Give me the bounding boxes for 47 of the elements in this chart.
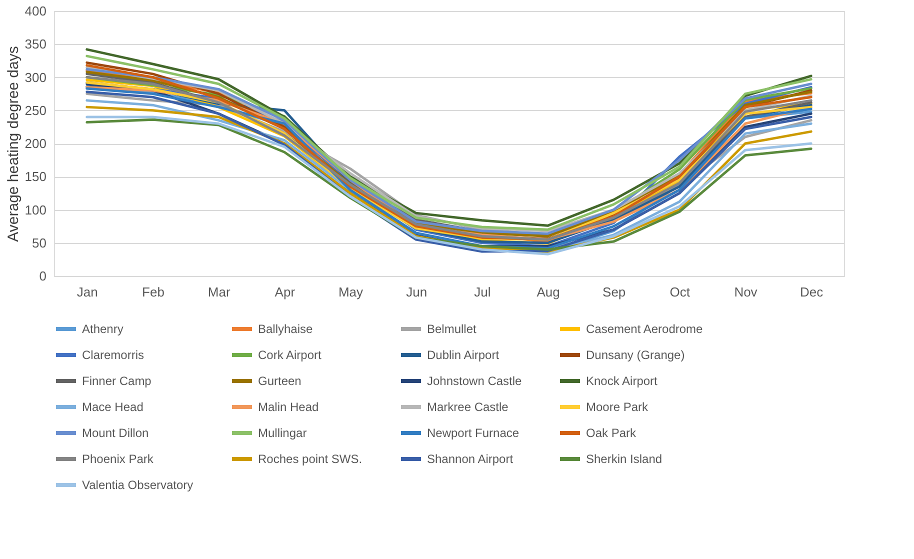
legend-label: Malin Head	[258, 400, 319, 414]
x-tick-label: Apr	[274, 284, 296, 300]
legend-label: Phoenix Park	[82, 452, 154, 466]
y-tick-label: 350	[24, 36, 46, 52]
x-tick-label: Jun	[406, 284, 428, 300]
x-tick-label: May	[338, 284, 364, 300]
x-tick-label: Mar	[208, 284, 231, 300]
legend-label: Mullingar	[258, 426, 307, 440]
x-tick-label: Nov	[734, 284, 758, 300]
legend-label: Finner Camp	[82, 374, 152, 388]
y-tick-label: 50	[32, 235, 46, 250]
legend-label: Casement Aerodrome	[586, 322, 704, 336]
legend-label: Gurteen	[258, 374, 302, 388]
y-tick-label: 0	[39, 268, 46, 284]
legend-label: Athenry	[82, 322, 124, 336]
x-tick-label: Sep	[602, 284, 626, 300]
legend-label: Dublin Airport	[427, 348, 500, 362]
legend-label: Johnstown Castle	[427, 374, 522, 388]
legend-label: Claremorris	[82, 348, 144, 362]
legend-label: Knock Airport	[586, 374, 658, 388]
legend-label: Sherkin Island	[586, 452, 662, 466]
legend-label: Roches point SWS.	[258, 452, 362, 466]
legend-label: Mount Dillon	[82, 426, 149, 440]
legend-label: Shannon Airport	[427, 452, 514, 466]
y-tick-label: 100	[24, 202, 46, 218]
y-axis-title: Average heating degree days	[4, 46, 22, 242]
legend-label: Newport Furnace	[427, 426, 520, 440]
y-tick-label: 150	[24, 169, 46, 184]
legend-label: Valentia Observatory	[82, 478, 194, 492]
x-tick-label: Oct	[670, 284, 690, 300]
x-tick-label: Jan	[76, 284, 98, 300]
x-tick-label: Aug	[536, 284, 560, 300]
x-tick-label: Dec	[800, 284, 824, 300]
y-tick-label: 250	[24, 102, 46, 118]
y-tick-label: 400	[24, 4, 46, 18]
legend-label: Oak Park	[586, 426, 638, 440]
legend-label: Ballyhaise	[258, 322, 314, 336]
legend-label: Mace Head	[82, 400, 144, 414]
legend-label: Belmullet	[427, 322, 478, 336]
legend-label: Cork Airport	[258, 348, 322, 362]
y-tick-label: 300	[24, 70, 46, 85]
legend-label: Dunsany (Grange)	[586, 348, 685, 362]
x-tick-label: Jul	[474, 284, 491, 300]
x-tick-label: Feb	[142, 284, 164, 300]
y-tick-label: 200	[24, 136, 46, 151]
legend-label: Moore Park	[586, 400, 650, 414]
legend-label: Markree Castle	[427, 400, 509, 414]
